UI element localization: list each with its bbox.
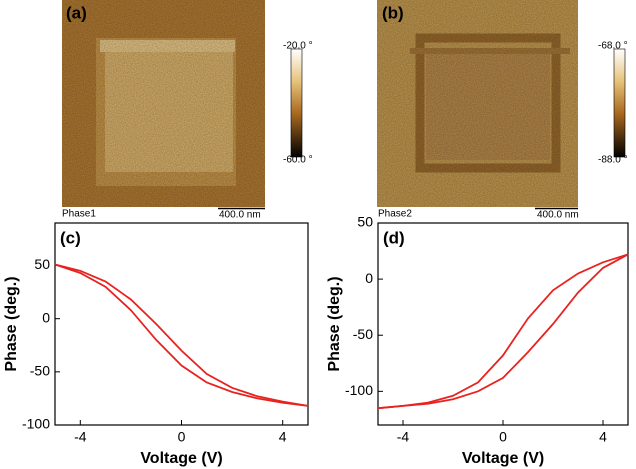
x-tick-label: -4 xyxy=(74,429,87,445)
x-tick-label: 0 xyxy=(178,429,186,445)
panel-label: (a) xyxy=(66,3,87,22)
plot-frame xyxy=(54,222,309,426)
panel-label: (d) xyxy=(383,228,405,247)
colorbar-min: -60.0 ° xyxy=(283,155,313,166)
y-tick-label: 0 xyxy=(42,309,50,325)
y-tick-label: 50 xyxy=(357,214,373,230)
colorbar-max: -20.0 ° xyxy=(283,41,313,52)
channel-label: Phase2 xyxy=(378,209,412,220)
x-tick-label: 4 xyxy=(279,429,287,445)
y-tick-label: -100 xyxy=(345,382,373,398)
data-line xyxy=(377,253,629,410)
x-axis-label: Voltage (V) xyxy=(462,450,544,467)
x-tick-label: -4 xyxy=(397,429,410,445)
data-line xyxy=(54,263,309,407)
scale-bar-label: 400.0 nm xyxy=(537,210,579,221)
panel-label: (b) xyxy=(382,3,404,22)
data-line xyxy=(377,253,629,410)
x-tick-label: 4 xyxy=(599,429,607,445)
y-tick-label: 0 xyxy=(365,270,373,286)
y-axis-label: Phase (deg.) xyxy=(3,276,20,371)
channel-label: Phase1 xyxy=(62,209,96,220)
y-tick-label: 50 xyxy=(34,256,50,272)
scale-bar-label: 400.0 nm xyxy=(219,210,261,221)
colorbar xyxy=(290,48,303,158)
afm-image-b xyxy=(377,0,578,207)
plot-frame xyxy=(377,222,629,426)
y-tick-label: -100 xyxy=(22,416,50,432)
data-line xyxy=(54,263,309,407)
afm-image-a xyxy=(62,0,265,207)
x-axis-label: Voltage (V) xyxy=(140,450,222,467)
colorbar-max: -68.0 ° xyxy=(598,41,628,52)
panel-label: (c) xyxy=(60,228,81,247)
colorbar-min: -88.0 ° xyxy=(598,155,628,166)
x-tick-label: 0 xyxy=(499,429,507,445)
colorbar xyxy=(613,48,626,158)
y-tick-label: -50 xyxy=(353,326,373,342)
y-tick-label: -50 xyxy=(30,363,50,379)
y-axis-label: Phase (deg.) xyxy=(326,276,343,371)
